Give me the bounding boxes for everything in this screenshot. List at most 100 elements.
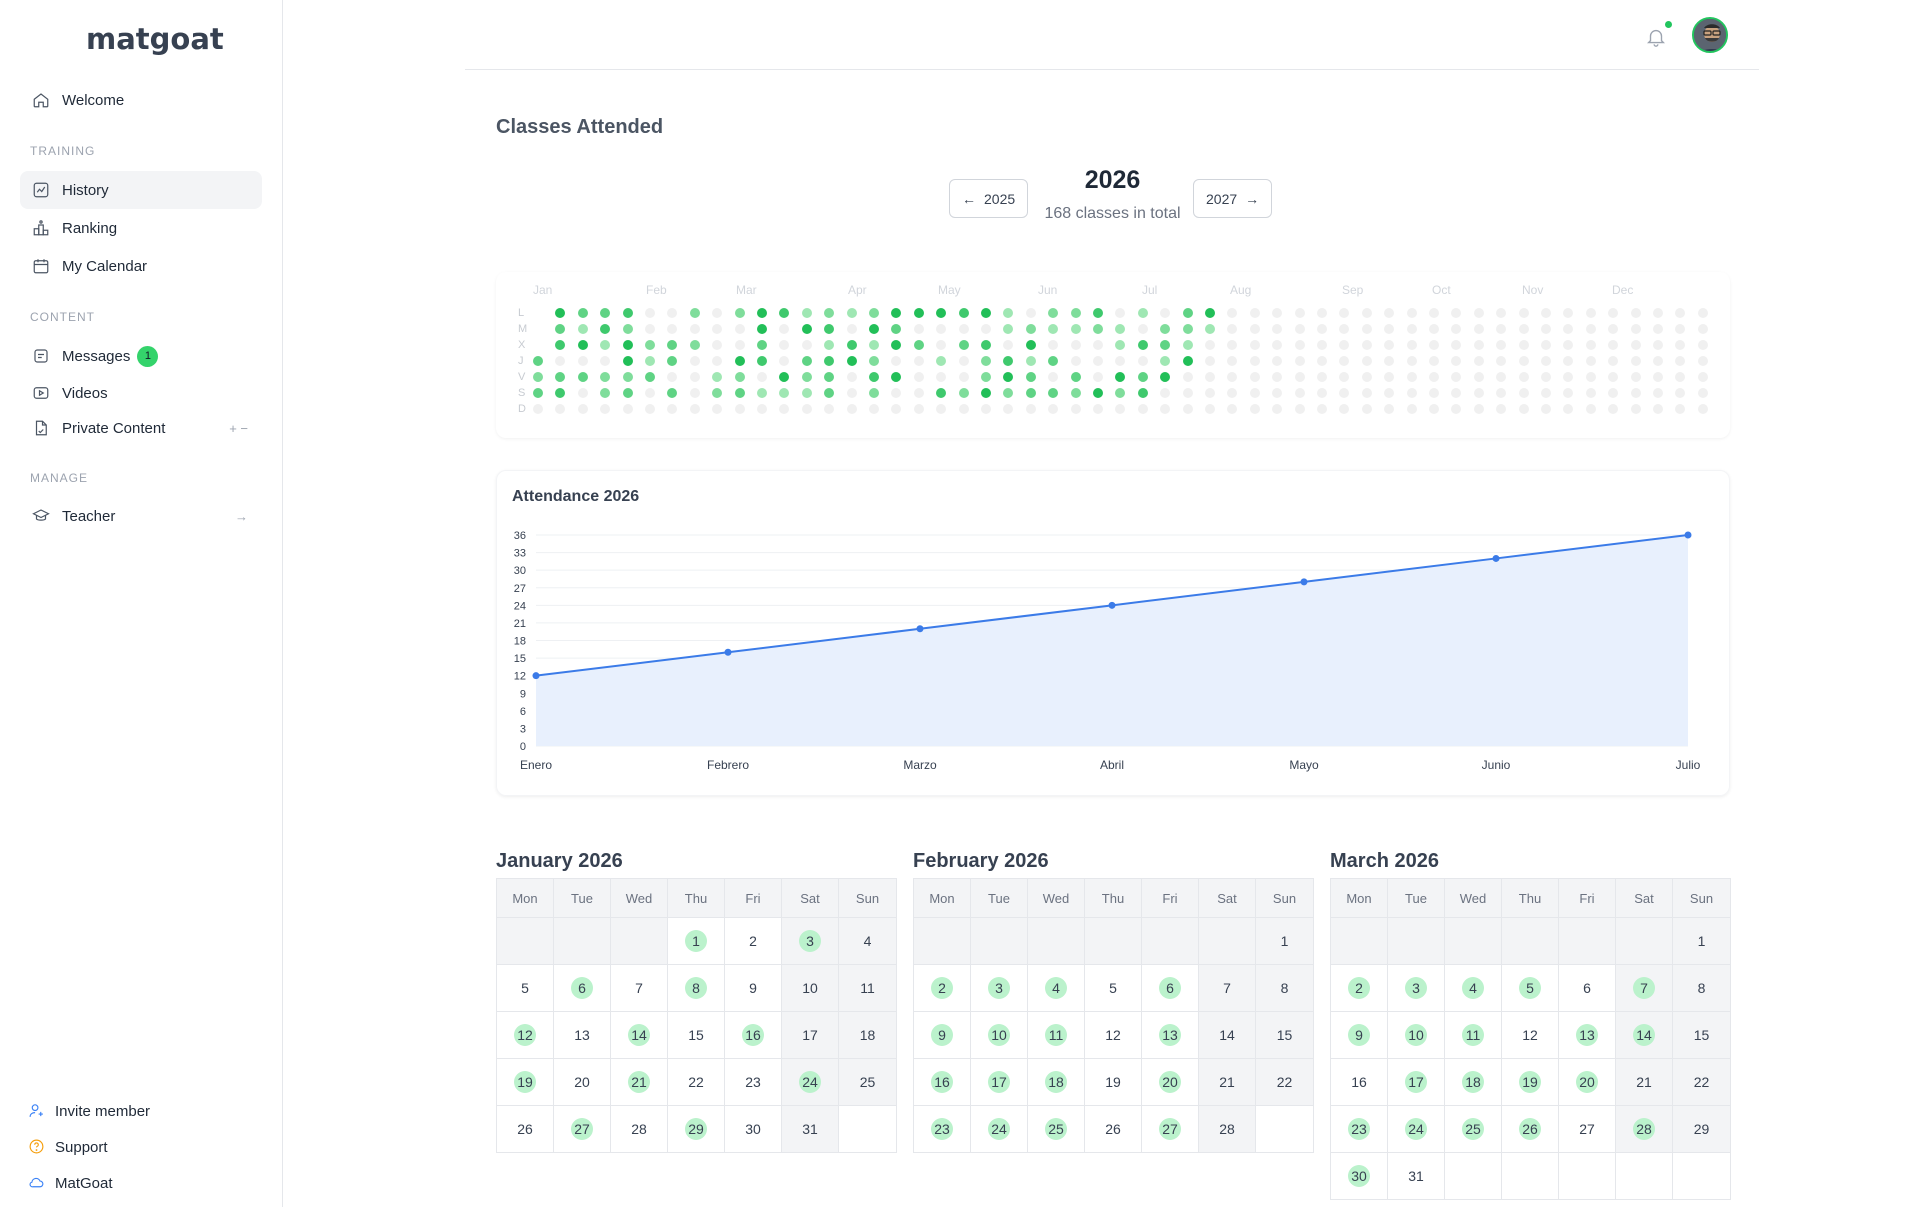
heatmap-day-cell[interactable]: [824, 372, 835, 382]
heatmap-day-cell[interactable]: [1160, 388, 1171, 398]
heatmap-day-cell[interactable]: [1361, 372, 1372, 382]
heatmap-day-cell[interactable]: [1137, 404, 1148, 414]
heatmap-day-cell[interactable]: [801, 340, 812, 350]
calendar-day[interactable]: 29: [1673, 1105, 1730, 1152]
calendar-day[interactable]: 25: [1445, 1105, 1502, 1152]
heatmap-day-cell[interactable]: [1115, 308, 1126, 318]
calendar-day[interactable]: 3: [1388, 964, 1445, 1011]
heatmap-day-cell[interactable]: [936, 404, 947, 414]
heatmap-day-cell[interactable]: [622, 324, 633, 334]
heatmap-day-cell[interactable]: [869, 356, 879, 366]
heatmap-day-cell[interactable]: [1384, 404, 1395, 414]
heatmap-day-cell[interactable]: [1429, 388, 1439, 398]
heatmap-day-cell[interactable]: [1070, 324, 1081, 334]
calendar-day[interactable]: 9: [914, 1011, 971, 1058]
heatmap-day-cell[interactable]: [1675, 308, 1686, 318]
heatmap-day-cell[interactable]: [1317, 356, 1327, 366]
heatmap-day-cell[interactable]: [801, 356, 812, 366]
matgoat-link[interactable]: MatGoat: [28, 1174, 113, 1192]
heatmap-day-cell[interactable]: [1025, 324, 1036, 334]
heatmap-day-cell[interactable]: [1585, 388, 1596, 398]
heatmap-day-cell[interactable]: [869, 340, 879, 350]
calendar-day[interactable]: 6: [554, 964, 611, 1011]
heatmap-day-cell[interactable]: [1093, 372, 1103, 382]
heatmap-day-cell[interactable]: [600, 372, 611, 382]
sidebar-item-welcome[interactable]: Welcome: [20, 81, 262, 119]
calendar-day[interactable]: 30: [1331, 1152, 1388, 1199]
calendar-day[interactable]: 18: [1028, 1058, 1085, 1105]
heatmap-day-cell[interactable]: [1160, 356, 1171, 366]
heatmap-day-cell[interactable]: [1608, 388, 1619, 398]
heatmap-day-cell[interactable]: [1608, 324, 1619, 334]
calendar-day[interactable]: 31: [782, 1105, 839, 1152]
heatmap-day-cell[interactable]: [533, 388, 543, 398]
calendar-day[interactable]: 22: [1673, 1058, 1730, 1105]
heatmap-day-cell[interactable]: [1473, 388, 1484, 398]
calendar-day[interactable]: 20: [1559, 1058, 1616, 1105]
heatmap-day-cell[interactable]: [869, 388, 879, 398]
heatmap-day-cell[interactable]: [1518, 324, 1529, 334]
heatmap-day-cell[interactable]: [757, 372, 767, 382]
heatmap-day-cell[interactable]: [1317, 308, 1327, 318]
heatmap-day-cell[interactable]: [1249, 356, 1260, 366]
heatmap-day-cell[interactable]: [1227, 340, 1238, 350]
calendar-day[interactable]: 27: [554, 1105, 611, 1152]
heatmap-day-cell[interactable]: [846, 372, 857, 382]
heatmap-day-cell[interactable]: [1048, 340, 1059, 350]
heatmap-day-cell[interactable]: [667, 324, 678, 334]
heatmap-day-cell[interactable]: [1272, 340, 1283, 350]
heatmap-day-cell[interactable]: [1675, 356, 1686, 366]
heatmap-day-cell[interactable]: [1653, 340, 1663, 350]
heatmap-day-cell[interactable]: [622, 356, 633, 366]
calendar-day[interactable]: 28: [611, 1105, 668, 1152]
heatmap-day-cell[interactable]: [533, 340, 543, 350]
calendar-day[interactable]: 17: [971, 1058, 1028, 1105]
calendar-day[interactable]: 22: [1256, 1058, 1313, 1105]
heatmap-day-cell[interactable]: [1451, 388, 1462, 398]
calendar-day[interactable]: 26: [1085, 1105, 1142, 1152]
heatmap-day-cell[interactable]: [1451, 404, 1462, 414]
calendar-day[interactable]: 9: [725, 964, 782, 1011]
heatmap-day-cell[interactable]: [958, 404, 969, 414]
heatmap-day-cell[interactable]: [1361, 356, 1372, 366]
heatmap-day-cell[interactable]: [1339, 356, 1350, 366]
heatmap-day-cell[interactable]: [734, 308, 745, 318]
heatmap-day-cell[interactable]: [913, 356, 924, 366]
heatmap-day-cell[interactable]: [1608, 340, 1619, 350]
heatmap-day-cell[interactable]: [1630, 372, 1641, 382]
heatmap-day-cell[interactable]: [645, 356, 655, 366]
heatmap-day-cell[interactable]: [1070, 404, 1081, 414]
heatmap-day-cell[interactable]: [1272, 356, 1283, 366]
heatmap-day-cell[interactable]: [981, 308, 991, 318]
heatmap-day-cell[interactable]: [1496, 372, 1507, 382]
heatmap-day-cell[interactable]: [1563, 324, 1574, 334]
heatmap-day-cell[interactable]: [555, 388, 566, 398]
heatmap-day-cell[interactable]: [1697, 324, 1708, 334]
heatmap-day-cell[interactable]: [913, 372, 924, 382]
heatmap-day-cell[interactable]: [600, 324, 611, 334]
heatmap-day-cell[interactable]: [869, 372, 879, 382]
next-year-button[interactable]: 2027 →: [1193, 179, 1273, 218]
bell-icon[interactable]: [1645, 25, 1667, 49]
calendar-day[interactable]: 28: [1199, 1105, 1256, 1152]
calendar-day[interactable]: 3: [971, 964, 1028, 1011]
heatmap-day-cell[interactable]: [913, 324, 924, 334]
heatmap-day-cell[interactable]: [577, 308, 588, 318]
heatmap-day-cell[interactable]: [936, 324, 947, 334]
heatmap-day-cell[interactable]: [1361, 388, 1372, 398]
heatmap-day-cell[interactable]: [1115, 404, 1126, 414]
heatmap-day-cell[interactable]: [1182, 340, 1193, 350]
heatmap-day-cell[interactable]: [1496, 388, 1507, 398]
heatmap-day-cell[interactable]: [1182, 308, 1193, 318]
heatmap-day-cell[interactable]: [1518, 404, 1529, 414]
heatmap-day-cell[interactable]: [936, 356, 947, 366]
calendar-day[interactable]: 15: [1673, 1011, 1730, 1058]
heatmap-day-cell[interactable]: [1249, 372, 1260, 382]
calendar-day[interactable]: 17: [1388, 1058, 1445, 1105]
heatmap-day-cell[interactable]: [734, 356, 745, 366]
heatmap-day-cell[interactable]: [779, 308, 790, 318]
heatmap-day-cell[interactable]: [1048, 356, 1059, 366]
heatmap-day-cell[interactable]: [1003, 404, 1014, 414]
heatmap-day-cell[interactable]: [779, 324, 790, 334]
calendar-day[interactable]: 1: [1673, 917, 1730, 964]
